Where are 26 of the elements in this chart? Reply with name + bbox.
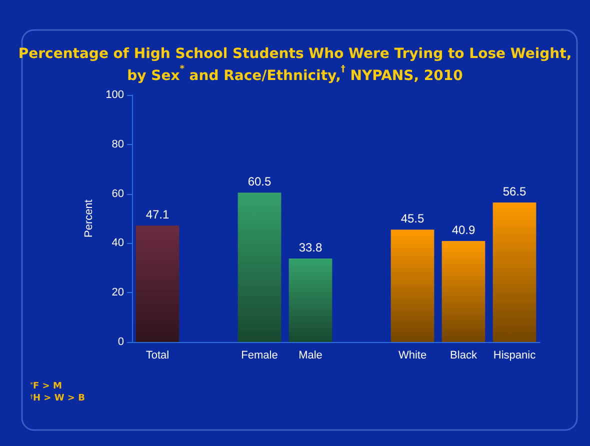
x-tick-label: White [398, 350, 427, 362]
bar [492, 202, 536, 342]
data-label: 56.5 [502, 184, 526, 198]
y-tick-label: 60 [112, 188, 124, 200]
data-label: 60.5 [248, 174, 272, 189]
bar [136, 226, 180, 342]
data-label: 45.5 [400, 212, 424, 226]
x-tick-label: Total [146, 350, 170, 362]
data-label: 47.1 [146, 208, 170, 222]
data-label: 33.8 [298, 240, 322, 255]
y-tick-label: 20 [112, 286, 124, 299]
bar [238, 192, 282, 342]
x-tick-label: Male [298, 350, 322, 362]
y-tick-label: 80 [112, 138, 124, 150]
y-tick-label: 0 [118, 336, 124, 348]
chart-title: Percentage of High School Students Who Were Trying to Lose Weight, by Sex* and Race/Ethnicity,† NYPANS, 2010 [18, 46, 572, 84]
bar [442, 240, 486, 342]
y-tick-label: 100 [106, 89, 124, 101]
bar [390, 230, 434, 342]
x-tick-label: Female [241, 350, 278, 362]
bar [288, 258, 332, 342]
x-tick-label: Hispanic [493, 350, 536, 362]
y-tick-label: 40 [112, 237, 124, 250]
data-label: 40.9 [452, 222, 476, 237]
y-axis-title: Percent [83, 200, 96, 238]
x-tick-label: Black [450, 350, 478, 362]
